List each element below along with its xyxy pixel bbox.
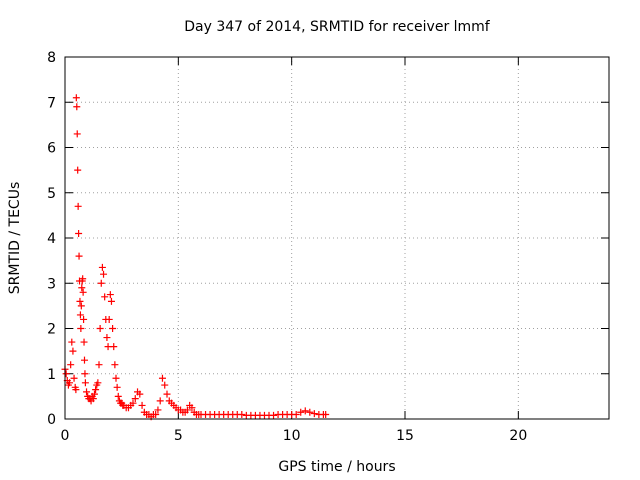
data-point — [77, 325, 85, 332]
data-point — [74, 202, 82, 210]
y-tick-label: 6 — [47, 141, 56, 157]
data-point — [110, 343, 118, 351]
data-point — [67, 361, 75, 369]
data-point — [113, 383, 121, 391]
grid-lines — [65, 57, 609, 419]
data-point — [183, 406, 191, 414]
data-point — [80, 338, 88, 346]
data-point — [114, 392, 122, 400]
data-point — [80, 315, 88, 323]
data-point — [94, 379, 102, 387]
data-point — [81, 370, 89, 378]
y-tick-label: 3 — [47, 276, 56, 292]
data-point — [103, 334, 111, 342]
data-point — [68, 338, 76, 346]
x-tick-label: 5 — [174, 428, 183, 444]
data-point — [138, 401, 146, 409]
y-tick-label: 0 — [47, 412, 56, 428]
data-point — [72, 386, 80, 394]
data-point — [80, 356, 88, 364]
data-point — [322, 410, 330, 418]
data-point — [101, 293, 109, 301]
x-tick-label: 10 — [283, 428, 301, 444]
data-point — [238, 410, 246, 418]
y-tick-label: 2 — [47, 322, 56, 338]
data-point — [109, 325, 117, 332]
data-point — [66, 379, 74, 387]
data-point — [100, 270, 108, 278]
data-point — [70, 374, 78, 382]
data-point — [75, 252, 83, 260]
data-point — [79, 288, 87, 296]
x-tick-label: 0 — [61, 428, 70, 444]
data-point — [131, 395, 139, 403]
data-point — [270, 411, 278, 419]
y-tick-label: 4 — [47, 231, 56, 247]
data-point — [62, 370, 70, 378]
y-tick-label: 7 — [47, 95, 56, 111]
data-point — [136, 390, 144, 398]
data-point — [105, 315, 113, 323]
data-point — [161, 381, 169, 389]
data-point — [96, 325, 104, 332]
data-point — [154, 406, 162, 414]
tick-labels: 0 1 2 3 4 5 6 7 8 0 5 10 15 20 — [47, 50, 527, 444]
data-point — [158, 374, 166, 382]
y-tick-label: 8 — [47, 50, 56, 66]
x-tick-label: 20 — [509, 428, 527, 444]
data-point — [74, 166, 82, 174]
data-point — [77, 302, 85, 310]
plot-frame — [64, 56, 610, 420]
data-point — [76, 311, 84, 319]
data-point — [152, 410, 160, 418]
chart-title: Day 347 of 2014, SRMTID for receiver lmm… — [184, 19, 491, 35]
data-point — [73, 130, 81, 138]
x-tick-label: 15 — [396, 428, 414, 444]
data-point — [75, 229, 83, 237]
data-point — [98, 263, 106, 271]
data-point — [83, 388, 91, 396]
data-point — [90, 390, 98, 398]
data-point — [310, 410, 318, 418]
data-point — [111, 361, 119, 369]
data-point — [72, 94, 80, 102]
data-point — [81, 379, 89, 387]
data-point — [112, 374, 120, 382]
data-point — [297, 408, 305, 416]
y-tick-label: 5 — [47, 186, 56, 202]
data-point — [89, 395, 97, 403]
x-axis-label: GPS time / hours — [278, 459, 395, 475]
data-points — [61, 94, 330, 421]
data-point — [95, 361, 103, 369]
data-point — [188, 404, 196, 412]
data-point — [69, 347, 77, 355]
data-point — [129, 399, 137, 407]
data-point — [73, 103, 81, 111]
data-point — [156, 397, 164, 405]
data-point — [79, 275, 87, 283]
data-point — [97, 279, 105, 287]
data-point — [76, 297, 84, 305]
data-point — [301, 407, 309, 415]
data-point — [163, 390, 171, 398]
data-point — [306, 408, 314, 416]
data-point — [92, 386, 100, 394]
data-point — [106, 291, 114, 299]
data-point — [292, 410, 300, 418]
y-tick-label: 1 — [47, 367, 56, 383]
y-axis-label: SRMTID / TECUs — [7, 182, 23, 295]
data-point — [78, 284, 86, 292]
data-point — [107, 297, 115, 305]
